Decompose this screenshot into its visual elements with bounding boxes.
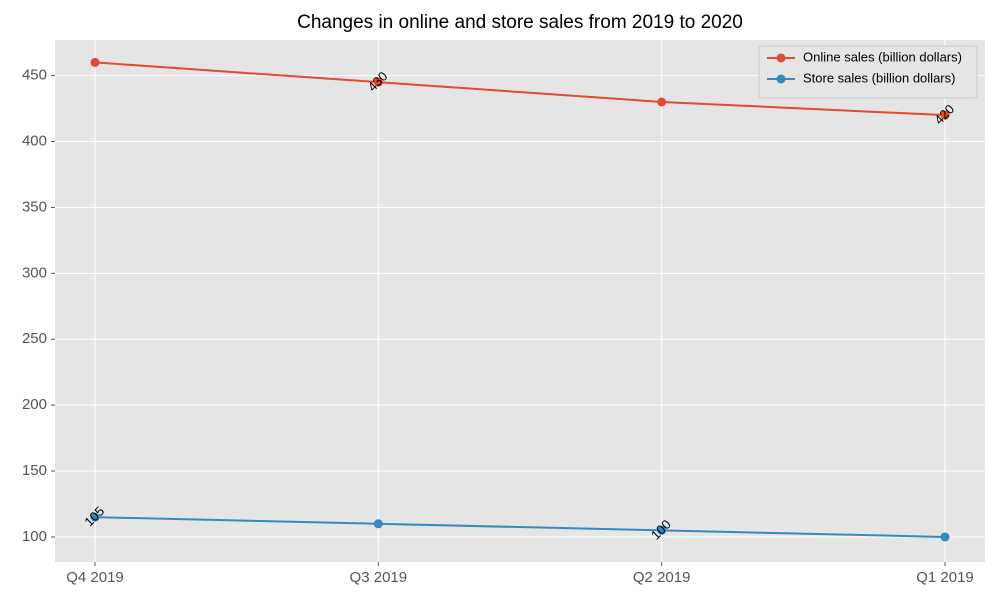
y-tick-label: 300: [22, 264, 47, 281]
x-tick-label: Q2 2019: [633, 569, 691, 586]
legend-label: Store sales (billion dollars): [803, 70, 955, 85]
y-tick-label: 250: [22, 330, 47, 347]
x-tick-label: Q4 2019: [66, 569, 124, 586]
y-tick-label: 150: [22, 462, 47, 479]
series-point: [90, 57, 100, 67]
x-tick-label: Q1 2019: [916, 569, 974, 586]
legend-label: Online sales (billion dollars): [803, 49, 962, 64]
legend-box: [758, 45, 978, 99]
series-line: [94, 61, 946, 117]
plot-area: [55, 40, 985, 562]
series-point: [90, 512, 100, 522]
series-point: [373, 519, 383, 529]
y-tick-label: 350: [22, 198, 47, 215]
y-tick-label: 200: [22, 396, 47, 413]
series-point: [940, 110, 950, 120]
series-point: [940, 532, 950, 542]
series-point: [657, 525, 667, 535]
legend-marker: [776, 74, 786, 84]
y-tick-label: 450: [22, 67, 47, 84]
legend-marker: [776, 53, 786, 63]
y-tick-label: 100: [22, 528, 47, 545]
y-tick-label: 400: [22, 132, 47, 149]
series-line: [94, 516, 946, 538]
x-tick-label: Q3 2019: [350, 569, 408, 586]
chart-title: Changes in online and store sales from 2…: [297, 12, 743, 33]
series-point: [373, 77, 383, 87]
series-point: [657, 97, 667, 107]
